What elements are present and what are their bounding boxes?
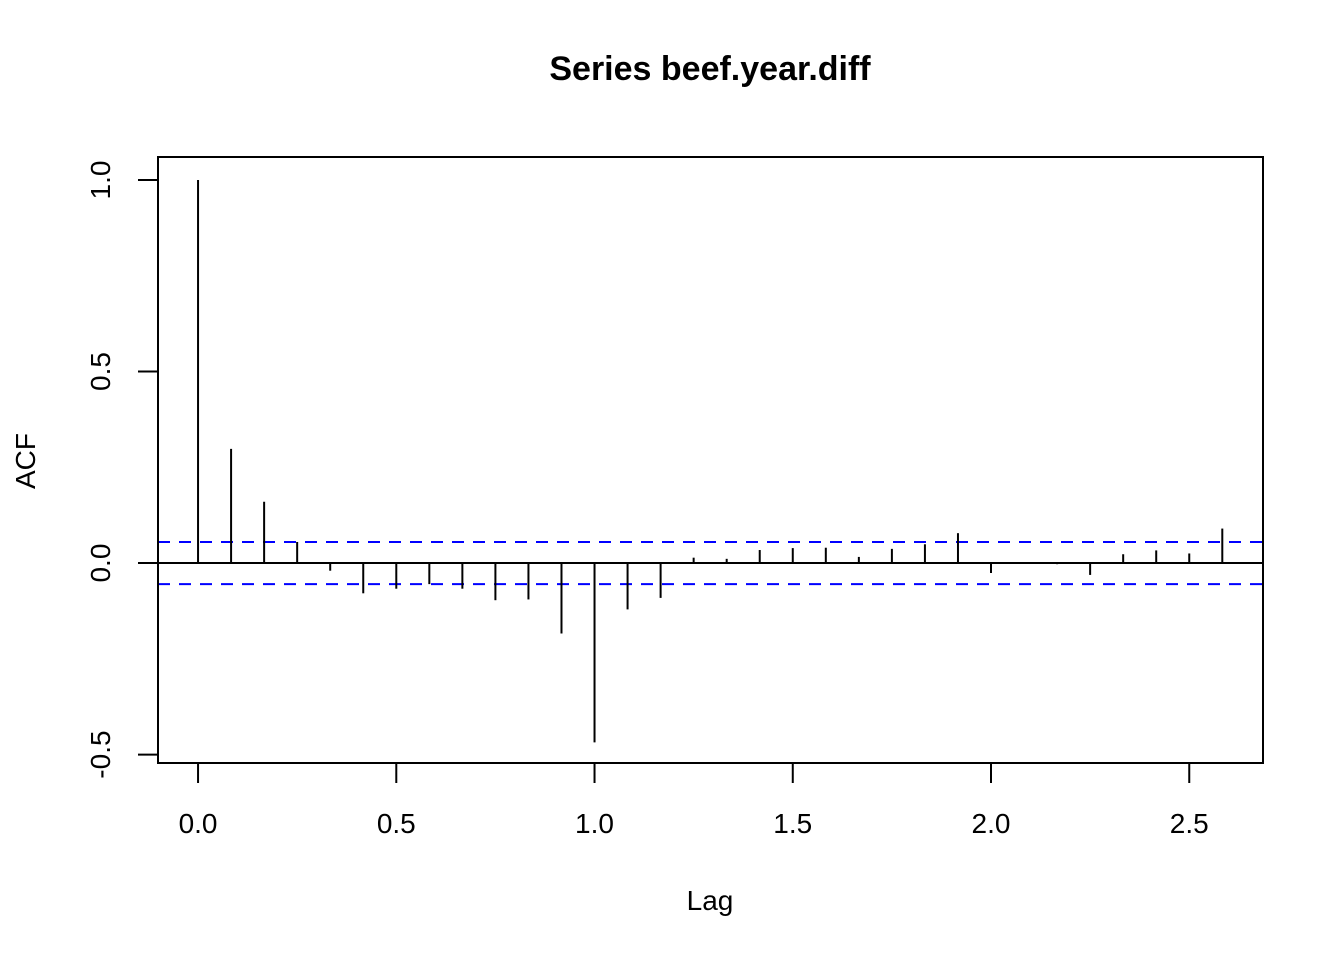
x-axis-label: Lag (687, 885, 734, 916)
x-tick-label: 2.5 (1170, 808, 1209, 839)
plot-frame (157, 156, 1264, 764)
x-tick-label: 0.0 (179, 808, 218, 839)
chart-title: Series beef.year.diff (549, 50, 871, 88)
y-tick-label: 1.0 (85, 161, 116, 200)
y-axis-label: ACF (10, 433, 41, 489)
y-tick-label: 0.5 (85, 352, 116, 391)
y-tick-label: -0.5 (85, 730, 116, 778)
y-tick-label: 0.0 (85, 544, 116, 583)
x-tick-label: 0.5 (377, 808, 416, 839)
x-tick-label: 1.5 (773, 808, 812, 839)
x-tick-label: 1.0 (575, 808, 614, 839)
x-tick-label: 2.0 (972, 808, 1011, 839)
